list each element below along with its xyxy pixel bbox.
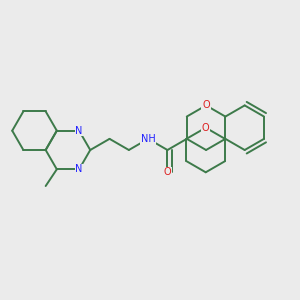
Text: NH: NH bbox=[141, 134, 155, 144]
Text: N: N bbox=[75, 164, 83, 174]
Text: O: O bbox=[202, 123, 209, 133]
Text: O: O bbox=[164, 167, 171, 177]
Text: O: O bbox=[202, 100, 210, 110]
Text: N: N bbox=[75, 126, 83, 136]
